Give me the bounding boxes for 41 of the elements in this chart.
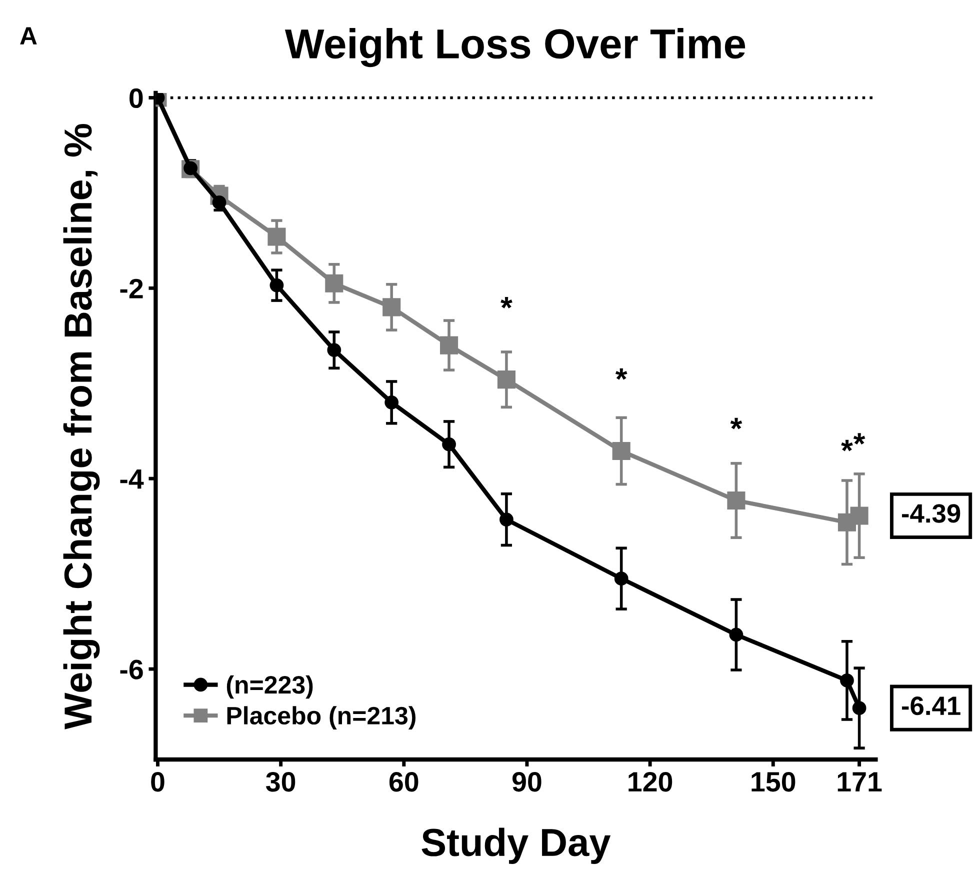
y-tick-label: -4: [120, 470, 144, 489]
point: [612, 442, 630, 460]
point: [840, 674, 854, 688]
x-tick-label: 120: [628, 772, 672, 792]
point: [442, 437, 456, 452]
y-tick-label: -6: [120, 660, 143, 680]
legend-label: Placebo (n=213): [227, 706, 416, 730]
legend-label: (n=223): [226, 675, 313, 699]
point: [270, 278, 284, 292]
point: [850, 506, 868, 525]
point: [614, 572, 628, 586]
chart-title: Weight Loss Over Time: [284, 28, 746, 68]
y-tick-label: -2: [120, 278, 143, 298]
point: [384, 395, 399, 410]
x-tick-label: 90: [512, 772, 542, 792]
text: A: [20, 27, 37, 44]
annotation: *: [730, 418, 742, 430]
x-tick-label: 60: [389, 772, 418, 792]
annotation: *: [500, 297, 512, 308]
point: [440, 336, 458, 354]
point: [852, 701, 866, 716]
point: [325, 274, 344, 292]
point: [727, 491, 746, 510]
annotation: -4.39: [902, 504, 960, 523]
point: [268, 228, 286, 246]
annotation: *: [615, 368, 628, 380]
point: [382, 298, 401, 316]
point: [327, 343, 342, 357]
x-tick-label: 150: [752, 772, 796, 792]
y-tick-label: 0: [130, 88, 143, 108]
point: [497, 370, 516, 389]
x-tick-label: 171: [838, 772, 882, 792]
annotation: -6.41: [902, 696, 960, 716]
point: [500, 512, 514, 526]
annotation: *: [841, 440, 853, 452]
x-axis-title: Study Day: [422, 828, 611, 864]
point: [729, 628, 744, 642]
x-tick-label: 0: [151, 772, 164, 792]
y-axis-title: Weight Change from Baseline, %: [63, 124, 100, 730]
annotation: *: [853, 433, 866, 445]
x-tick-label: 30: [266, 772, 296, 792]
